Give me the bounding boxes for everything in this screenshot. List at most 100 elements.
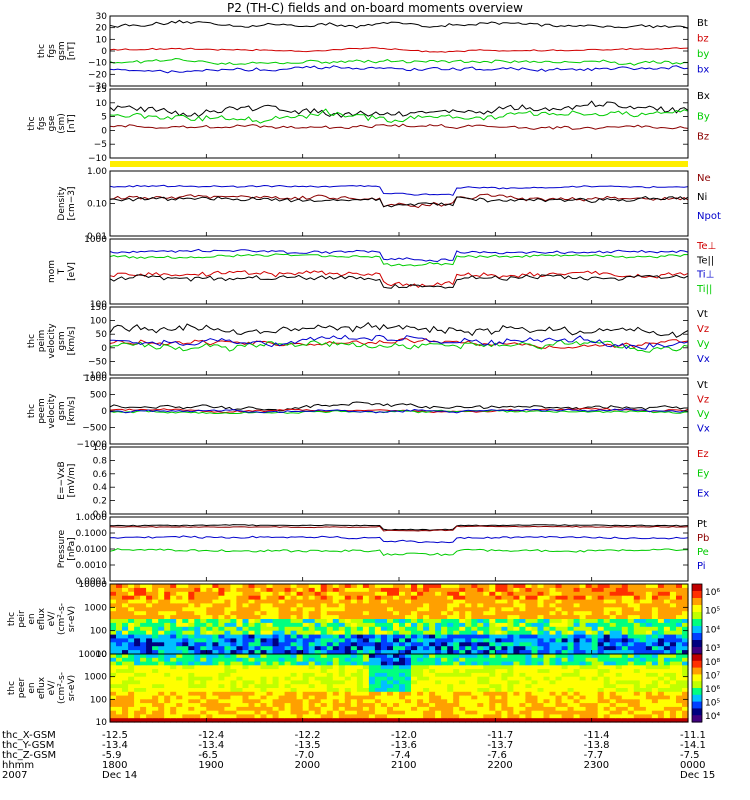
spectrogram-cell bbox=[176, 714, 183, 719]
spectrogram-cell bbox=[579, 672, 587, 678]
spectrogram-cell bbox=[591, 706, 599, 712]
spectrogram-cell bbox=[314, 706, 322, 712]
spectrogram-cell bbox=[350, 595, 358, 601]
spectrogram-cell bbox=[350, 654, 358, 659]
spectrogram-cell bbox=[405, 661, 412, 666]
spectrogram-cell bbox=[284, 691, 292, 697]
legend-entry-Vt: Vt bbox=[697, 309, 708, 320]
spectrogram-cell bbox=[603, 657, 611, 663]
spectrogram-cell bbox=[146, 684, 153, 689]
spectrogram-cell bbox=[682, 591, 689, 597]
spectrogram-cell bbox=[176, 654, 183, 659]
spectrogram-cell bbox=[326, 626, 334, 632]
spectrogram-cell bbox=[507, 615, 514, 620]
spectrogram-cell bbox=[230, 688, 237, 693]
spectrogram-cell bbox=[290, 676, 298, 682]
spectrogram-cell bbox=[453, 619, 460, 624]
spectrogram-cell bbox=[128, 714, 135, 719]
spectrogram-cell bbox=[579, 661, 587, 666]
spectrogram-cell bbox=[603, 642, 611, 647]
spectrogram-cell bbox=[344, 718, 352, 723]
spectrogram-cell bbox=[669, 718, 677, 723]
spectrogram-cell bbox=[489, 706, 496, 712]
spectrogram-cell bbox=[387, 630, 394, 636]
spectrogram-cell bbox=[411, 622, 418, 628]
spectrogram-cell bbox=[621, 657, 629, 663]
spectrogram-cell bbox=[579, 714, 587, 719]
spectrogram-cell bbox=[531, 642, 539, 647]
spectrogram-cell bbox=[272, 695, 280, 700]
spectrogram-cell bbox=[405, 642, 412, 647]
spectrogram-cell bbox=[230, 665, 237, 670]
spectrogram-cell bbox=[344, 654, 352, 659]
spectrogram-cell bbox=[200, 646, 207, 651]
spectrogram-cell bbox=[597, 676, 605, 682]
spectrogram-cell bbox=[417, 611, 424, 616]
spectrogram-cell bbox=[188, 615, 195, 620]
spectrogram-cell bbox=[158, 691, 165, 697]
spectrogram-cell bbox=[471, 638, 478, 643]
spectrogram-cell bbox=[194, 718, 201, 723]
spectrogram-cell bbox=[591, 680, 599, 685]
spectrogram-cell bbox=[332, 657, 340, 663]
spectrogram-cell bbox=[302, 622, 310, 628]
y-label-line: peem bbox=[37, 398, 47, 424]
spectrogram-cell bbox=[423, 661, 430, 666]
spectrogram-cell bbox=[302, 630, 310, 636]
spectrogram-cell bbox=[326, 703, 334, 708]
spectrogram-cell bbox=[537, 710, 545, 716]
spectrogram-cell bbox=[236, 714, 243, 719]
spectrogram-cell bbox=[549, 699, 557, 704]
spectrogram-cell bbox=[423, 699, 430, 704]
spectrogram-cell bbox=[356, 630, 364, 636]
spectrogram-cell bbox=[645, 642, 653, 647]
spectrogram-cell bbox=[609, 691, 617, 697]
spectrogram-cell bbox=[645, 699, 653, 704]
spectrogram-cell bbox=[200, 684, 207, 689]
spectrogram-cell bbox=[278, 654, 286, 659]
spectrogram-cell bbox=[573, 665, 581, 670]
spectrogram-cell bbox=[429, 669, 436, 674]
spectrogram-cell bbox=[290, 654, 298, 659]
spectrogram-cell bbox=[501, 654, 508, 659]
spectrogram-cell bbox=[266, 650, 274, 655]
spectrogram-cell bbox=[651, 714, 659, 719]
spectrogram-cell bbox=[513, 599, 520, 605]
spectrogram-cell bbox=[669, 607, 677, 612]
spectrogram-cell bbox=[507, 634, 514, 640]
spectrogram-cell bbox=[573, 607, 581, 612]
spectrogram-cell bbox=[489, 587, 496, 593]
spectrogram-cell bbox=[507, 599, 514, 605]
spectrogram-cell bbox=[393, 607, 400, 612]
spectrogram-cell bbox=[332, 638, 340, 643]
spectrogram-cell bbox=[152, 630, 159, 636]
spectrogram-cell bbox=[212, 630, 219, 636]
spectrogram-cell bbox=[224, 695, 231, 700]
spectrogram-cell bbox=[320, 584, 328, 589]
spectrogram-cell bbox=[236, 684, 243, 689]
spectrogram-cell bbox=[405, 665, 412, 670]
spectrogram-cell bbox=[128, 619, 135, 624]
spectrogram-cell bbox=[242, 654, 250, 659]
spectrogram-cell bbox=[555, 703, 563, 708]
spectrogram-cell bbox=[393, 630, 400, 636]
spectrogram-cell bbox=[224, 691, 231, 697]
spectrogram-cell bbox=[531, 626, 539, 632]
spectrogram-cell bbox=[459, 699, 466, 704]
spectrogram-cell bbox=[158, 672, 165, 678]
spectrogram-cell bbox=[645, 626, 653, 632]
spectrogram-cell bbox=[278, 634, 286, 640]
spectrogram-cell bbox=[290, 657, 298, 663]
spectrogram-cell bbox=[447, 676, 454, 682]
spectrogram-cell bbox=[128, 595, 135, 601]
spectrogram-cell bbox=[447, 591, 454, 597]
spectrogram-cell bbox=[627, 676, 635, 682]
spectrogram-cell bbox=[597, 599, 605, 605]
spectrogram-cell bbox=[260, 630, 268, 636]
spectrogram-cell bbox=[639, 599, 647, 605]
spectrogram-cell bbox=[639, 607, 647, 612]
spectrogram-cell bbox=[495, 661, 502, 666]
spectrogram-cell bbox=[411, 706, 418, 712]
spectrogram-cell bbox=[405, 710, 412, 716]
spectrogram-cell bbox=[308, 703, 316, 708]
